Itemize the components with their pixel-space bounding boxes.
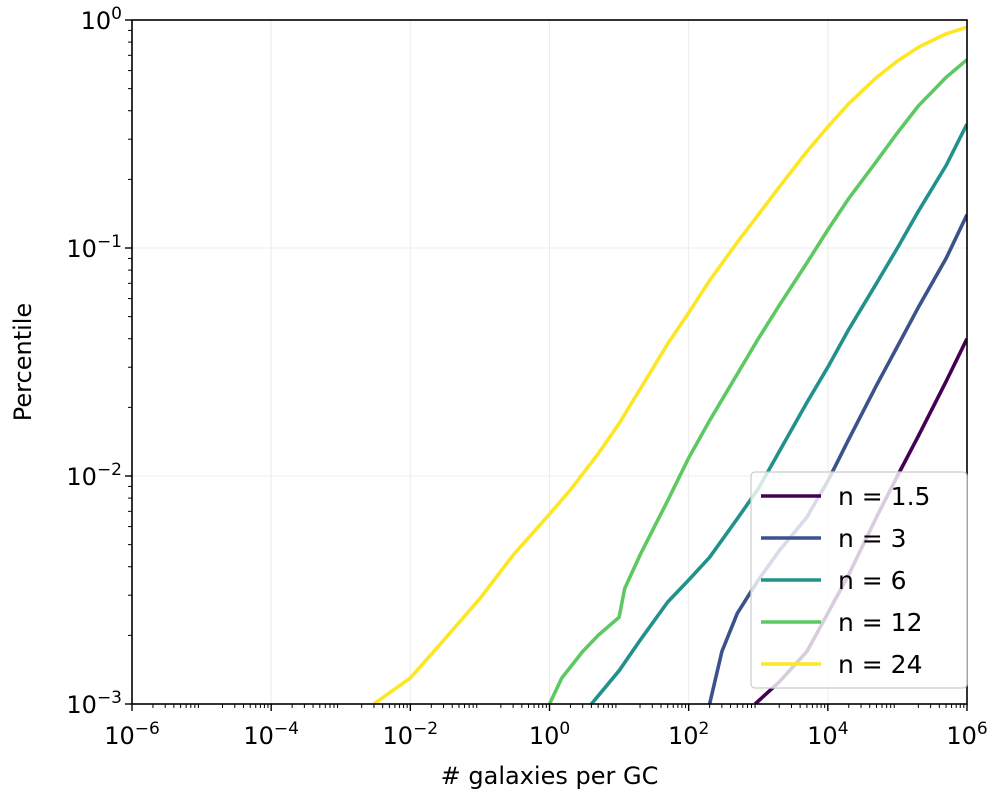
y-tick-label: 10−2 — [66, 460, 122, 491]
legend-label: n = 6 — [838, 566, 907, 595]
x-tick-label: 102 — [668, 719, 709, 750]
y-tick-label: 100 — [81, 4, 122, 35]
x-tick-label: 10−4 — [243, 719, 299, 750]
legend-label: n = 3 — [838, 524, 907, 553]
legend-label: n = 12 — [838, 608, 923, 637]
x-tick-label: 104 — [807, 719, 848, 750]
axis-ticks: 10−6 10−4 10−2 100 102 104 106 10−3 10−2 10−1 100 — [66, 4, 987, 750]
y-tick-label: 10−1 — [66, 232, 122, 263]
legend-label: n = 24 — [838, 650, 923, 679]
y-tick-label: 10−3 — [66, 688, 122, 719]
x-axis-label: # galaxies per GC — [441, 762, 659, 790]
legend-box — [750, 471, 968, 689]
x-tick-label: 10−6 — [104, 719, 160, 750]
series-line-n12 — [547, 58, 967, 704]
series-line-n6 — [590, 123, 967, 704]
x-tick-label: 100 — [529, 719, 570, 750]
x-tick-label: 10−2 — [383, 719, 439, 750]
y-axis-label: Percentile — [9, 303, 37, 421]
series-line-n24 — [372, 25, 967, 704]
x-tick-label: 106 — [946, 719, 987, 750]
legend: n = 1.5 n = 3 n = 6 n = 12 n = 24 — [750, 471, 968, 689]
legend-label: n = 1.5 — [838, 482, 930, 511]
